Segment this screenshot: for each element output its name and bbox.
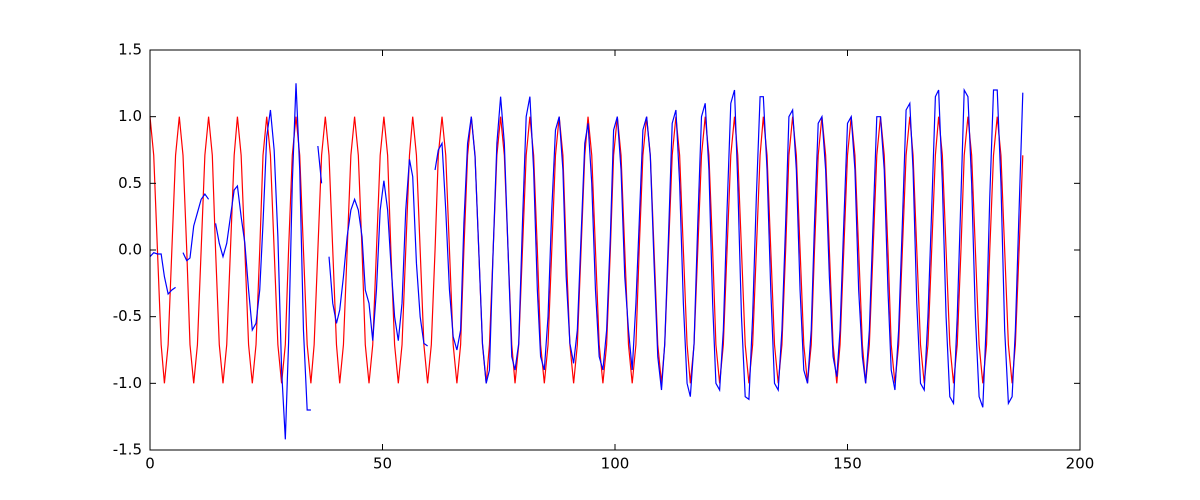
x-tick-label: 200 bbox=[1066, 455, 1095, 473]
y-tick-label: 1.5 bbox=[118, 41, 142, 59]
y-tick-label: 0.5 bbox=[118, 174, 142, 192]
y-tick-label: 1.0 bbox=[118, 107, 142, 125]
x-tick-label: 0 bbox=[145, 455, 155, 473]
x-tick-label: 100 bbox=[601, 455, 630, 473]
y-tick-label: -1.5 bbox=[113, 441, 142, 459]
y-tick-label: 0.0 bbox=[118, 241, 142, 259]
x-tick-label: 50 bbox=[373, 455, 392, 473]
plot-frame bbox=[149, 49, 1081, 451]
y-tick-label: -0.5 bbox=[113, 307, 142, 325]
x-tick-label: 150 bbox=[833, 455, 862, 473]
y-tick-label: -1.0 bbox=[113, 374, 142, 392]
series-line bbox=[149, 83, 1024, 440]
